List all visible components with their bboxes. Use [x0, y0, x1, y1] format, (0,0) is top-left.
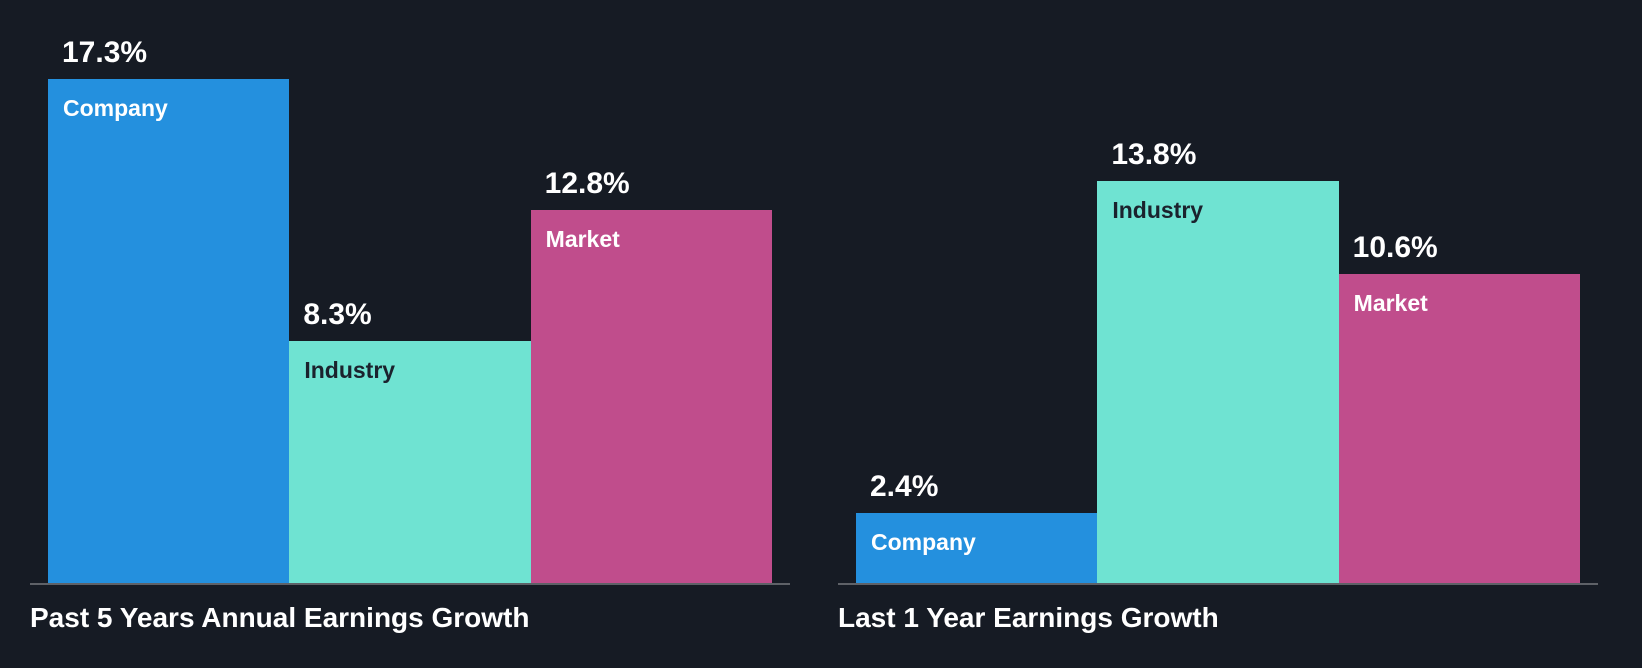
bar-market: Market	[1338, 274, 1580, 583]
chart-last-1-year-earnings-growth: 2.4% Company 13.8% Industry 10.6% Market Last…	[838, 30, 1598, 668]
bar-value-label-industry: 8.3%	[303, 298, 372, 331]
bar-group-market: 10.6% Market	[1338, 30, 1580, 583]
chart-title: Past 5 Years Annual Earnings Growth	[30, 602, 530, 633]
bar-group-company: 17.3% Company	[48, 30, 290, 583]
bar-value-label-company: 2.4%	[870, 470, 939, 503]
bar-value-label-market: 12.8%	[544, 167, 630, 200]
bar-category-label-company: Company	[871, 529, 976, 555]
bar-group-industry: 13.8% Industry	[1097, 30, 1339, 583]
bar-company: Company	[856, 513, 1098, 583]
bar-company: Company	[48, 79, 290, 583]
bar-market: Market	[530, 210, 772, 583]
bar-group-company: 2.4% Company	[856, 30, 1098, 583]
x-axis-line	[838, 583, 1598, 585]
bar-group-market: 12.8% Market	[530, 30, 772, 583]
bar-category-label-market: Market	[1353, 290, 1428, 316]
plot-area-past-5-years: 17.3% Company 8.3% Industry 12.8% Market	[30, 30, 790, 583]
chart-title: Last 1 Year Earnings Growth	[838, 602, 1219, 633]
bar-category-label-industry: Industry	[304, 357, 396, 383]
x-axis-line	[30, 583, 790, 585]
bar-category-label-market: Market	[545, 226, 620, 252]
plot-area-last-1-year: 2.4% Company 13.8% Industry 10.6% Market	[838, 30, 1598, 583]
bar-industry: Industry	[289, 341, 531, 583]
bar-value-label-company: 17.3%	[62, 36, 148, 69]
chart-past-5-years-earnings-growth: 17.3% Company 8.3% Industry 12.8% Market Past…	[30, 30, 790, 668]
bar-group-industry: 8.3% Industry	[289, 30, 531, 583]
bar-value-label-industry: 13.8%	[1111, 138, 1197, 171]
bar-category-label-company: Company	[63, 95, 168, 121]
bar-category-label-industry: Industry	[1112, 197, 1204, 223]
bar-value-label-market: 10.6%	[1352, 231, 1438, 264]
bar-industry: Industry	[1097, 181, 1339, 583]
